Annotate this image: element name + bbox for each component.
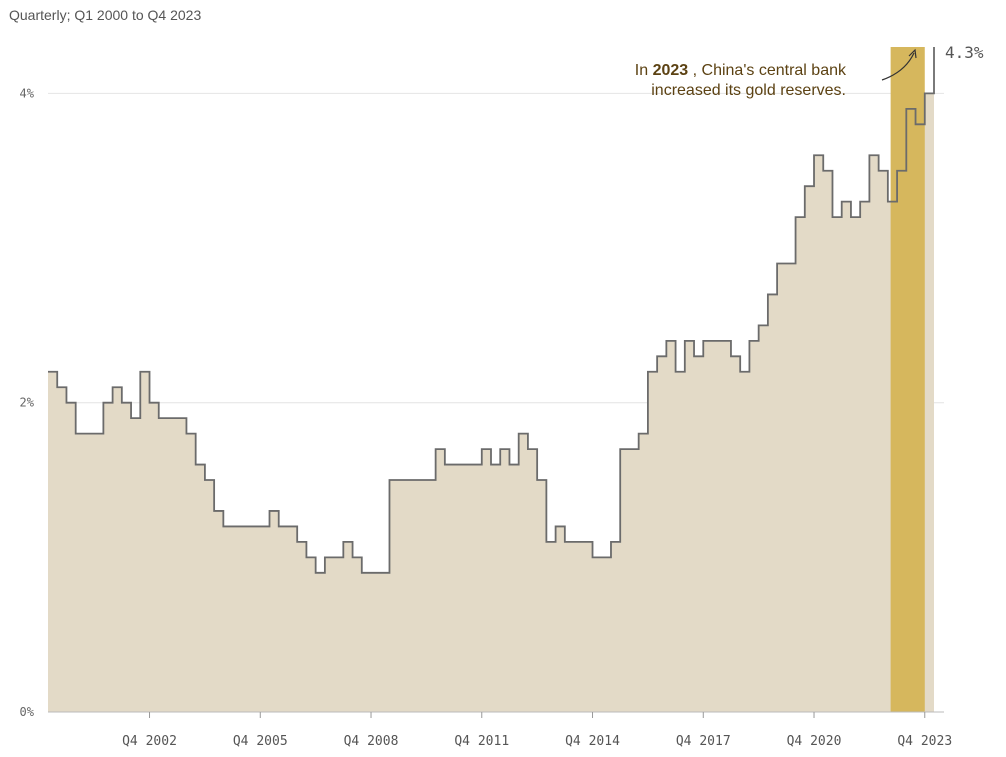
annotation-line-2: increased its gold reserves. bbox=[651, 82, 846, 99]
x-tick-label: Q4 2002 bbox=[122, 734, 177, 749]
y-tick-label: 0% bbox=[20, 705, 35, 719]
series-line bbox=[48, 47, 935, 574]
area-fill bbox=[48, 47, 934, 712]
end-value-label: 4.3% bbox=[945, 43, 984, 62]
x-tick-label: Q4 2014 bbox=[565, 734, 620, 749]
x-tick-label: Q4 2017 bbox=[676, 734, 731, 749]
x-tick-label: Q4 2020 bbox=[787, 734, 842, 749]
highlight-2023-bar bbox=[890, 47, 925, 712]
annotation: In 2023 , China's central bank increased… bbox=[635, 48, 917, 99]
chart-subtitle: Quarterly; Q1 2000 to Q4 2023 bbox=[9, 7, 202, 23]
x-tick-label: Q4 2005 bbox=[233, 734, 288, 749]
x-tick-label: Q4 2023 bbox=[897, 734, 952, 749]
y-axis-labels: 0% 2% 4% bbox=[20, 86, 35, 719]
annotation-arrow-icon bbox=[881, 52, 915, 81]
y-tick-label: 2% bbox=[20, 396, 35, 410]
annotation-arrowhead-icon bbox=[908, 48, 917, 59]
annotation-line-1: In 2023 , China's central bank bbox=[635, 62, 847, 79]
x-tick-label: Q4 2011 bbox=[454, 734, 509, 749]
annotation-line1-rest: , China's central bank bbox=[688, 62, 847, 79]
y-tick-label: 4% bbox=[20, 86, 35, 100]
x-tick-label: Q4 2008 bbox=[344, 734, 399, 749]
annotation-prefix: In bbox=[635, 62, 653, 79]
x-axis-labels: Q4 2002 Q4 2005 Q4 2008 Q4 2011 Q4 2014 Q4 20… bbox=[122, 712, 952, 749]
annotation-year: 2023 bbox=[653, 62, 689, 79]
